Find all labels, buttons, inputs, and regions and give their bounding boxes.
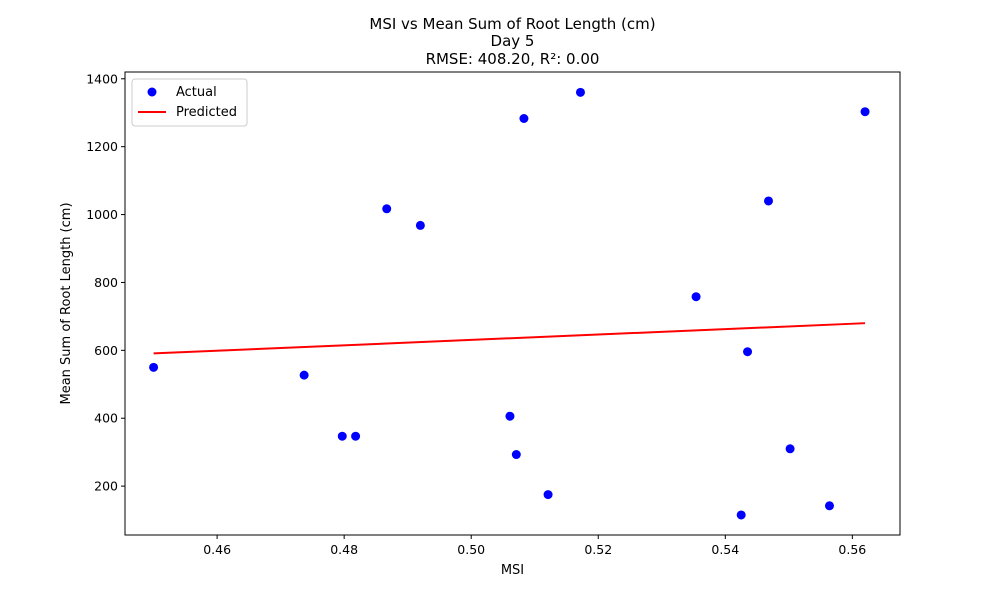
legend-actual-marker [147,87,157,97]
y-axis-label: Mean Sum of Root Length (cm) [59,202,74,404]
actual-point-16 [824,501,834,511]
x-tick-label-3: 0.52 [584,542,612,557]
actual-point-13 [743,347,753,357]
actual-point-0 [149,362,159,372]
actual-point-3 [351,431,361,441]
y-tick-label-5: 1200 [86,139,118,154]
legend-predicted-label: Predicted [176,105,237,120]
actual-point-8 [519,114,529,124]
y-tick-label-4: 1000 [86,207,118,222]
axes-frame [124,71,901,536]
x-axis-label: MSI [501,563,524,578]
predicted-line [153,322,866,355]
x-tick-label-2: 0.50 [457,542,485,557]
legend-box [131,78,248,127]
chart-title-line-1: MSI vs Mean Sum of Root Length (cm) [369,15,655,33]
x-tick-label-4: 0.54 [711,542,739,557]
y-tick-label-1: 400 [94,411,118,426]
actual-point-9 [543,490,553,500]
actual-point-17 [860,107,870,117]
x-tick-label-5: 0.56 [838,542,866,557]
y-tick-label-6: 1400 [86,71,118,86]
actual-point-12 [736,510,746,520]
actual-point-6 [505,411,515,421]
actual-point-7 [511,450,521,460]
x-tick-label-0: 0.46 [203,542,231,557]
x-axis-ticks: 0.46 0.48 0.50 0.52 0.54 0.56 [203,535,866,557]
chart-title-line-2: Day 5 [491,32,535,50]
chart-title-line-3: RMSE: 408.20, R²: 0.00 [426,50,600,68]
actual-point-2 [337,431,347,441]
y-axis-ticks: 200 400 600 800 1000 1200 1400 [86,71,125,494]
actual-point-10 [575,87,585,97]
actual-point-4 [382,204,392,214]
y-tick-label-2: 600 [94,343,118,358]
legend-actual-label: Actual [176,85,217,100]
legend: Actual Predicted [131,78,248,127]
actual-point-14 [764,196,774,206]
actual-point-15 [785,444,795,454]
actual-point-1 [299,370,309,380]
x-tick-label-1: 0.48 [330,542,358,557]
actual-point-11 [691,292,701,302]
actual-point-5 [415,220,425,230]
y-tick-label-0: 200 [94,479,118,494]
plot-area [149,87,870,520]
y-tick-label-3: 800 [94,275,118,290]
